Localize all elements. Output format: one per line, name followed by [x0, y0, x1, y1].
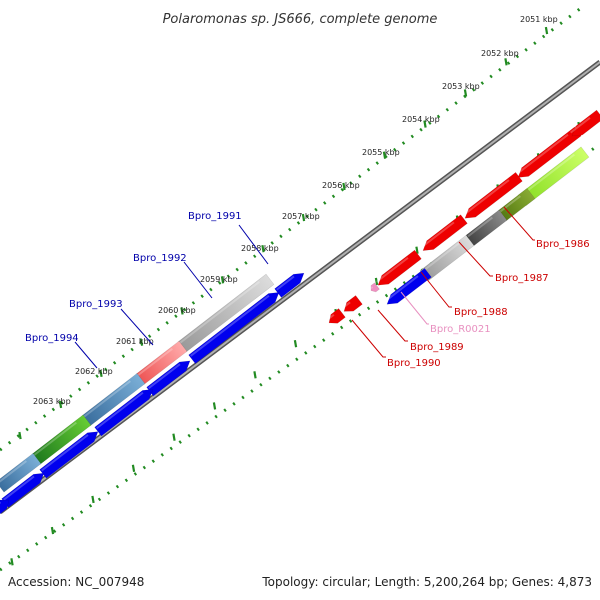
leader-line: [377, 309, 408, 342]
reverse-cds-bpro-1986b[interactable]: [569, 109, 600, 140]
tick-label: 2058 kbp: [241, 244, 279, 253]
reverse-cds-bpro-1989-a[interactable]: [375, 249, 422, 289]
outer-tick-ring: [0, 3, 586, 452]
tick-label: 2062 kbp: [75, 367, 113, 376]
forward-cds-5[interactable]: [39, 427, 102, 479]
tick-label: 2057 kbp: [282, 212, 320, 221]
tick-label: 2051 kbp: [520, 15, 558, 24]
tick-label: 2052 kbp: [481, 49, 519, 58]
tick-label: 2063 kbp: [33, 397, 71, 406]
leader-line: [120, 308, 154, 346]
major-tick: [99, 369, 103, 377]
rna-bpro-r0021[interactable]: [369, 282, 380, 294]
reverse-cds-blue-inner[interactable]: [384, 268, 432, 308]
major-tick: [544, 26, 549, 35]
genome-backbone-highlight: [0, 61, 600, 513]
major-tick: [293, 340, 298, 348]
major-tick: [50, 526, 55, 535]
major-tick: [253, 371, 257, 379]
major-tick: [172, 433, 176, 441]
major-tick: [504, 58, 508, 66]
forward-gene-labels: Bpro_1991 Bpro_1992 Bpro_1993 Bpro_1994: [25, 211, 269, 369]
accession-text: Accession: NC_007948: [8, 575, 144, 589]
inner-tick-ring: [0, 142, 600, 572]
reverse-cds-bpro-1987[interactable]: [462, 172, 523, 222]
major-tick: [301, 213, 306, 222]
gene-label-bpro-1993[interactable]: Bpro_1993: [69, 299, 123, 310]
forward-cds-bpro-1991[interactable]: [274, 269, 308, 298]
tick-label: 2059 kbp: [200, 275, 238, 284]
major-tick: [415, 246, 419, 254]
gene-label-bpro-1988[interactable]: Bpro_1988: [454, 307, 508, 318]
forward-cds-bpro-1993[interactable]: [146, 356, 194, 397]
major-tick: [10, 558, 14, 566]
major-tick: [342, 182, 346, 191]
major-tick: [131, 464, 136, 472]
leader-line: [238, 224, 269, 265]
leader-line: [183, 261, 213, 299]
tick-label: 2060 kbp: [158, 306, 196, 315]
gene-label-bpro-1990[interactable]: Bpro_1990: [387, 358, 441, 369]
tick-labels: 2051 kbp 2052 kbp 2053 kbp 2054 kbp 2055…: [33, 15, 558, 406]
forward-cds-bpro-1994[interactable]: [94, 385, 157, 437]
forward-cds-bpro-1992[interactable]: [188, 288, 283, 365]
gene-label-bpro-1987[interactable]: Bpro_1987: [495, 273, 549, 284]
forward-cds-7[interactable]: [0, 496, 12, 516]
major-tick: [91, 495, 95, 504]
tick-label: 2061 kbp: [116, 337, 154, 346]
leader-line: [74, 341, 98, 369]
tick-label: 2053 kbp: [442, 82, 480, 91]
major-tick: [58, 400, 63, 409]
reverse-cds-bpro-1988[interactable]: [420, 214, 468, 255]
leader-line: [400, 291, 429, 325]
reverse-gene-labels: Bpro_1986 Bpro_1987 Bpro_1988 Bpro_R0021…: [351, 206, 590, 369]
reverse-cds-small[interactable]: [326, 308, 346, 328]
gene-label-bpro-1986[interactable]: Bpro_1986: [536, 239, 590, 250]
map-title: Polaromonas sp. JS666, complete genome: [163, 12, 438, 27]
major-tick-marks: [10, 26, 581, 566]
gene-label-bpro-1994[interactable]: Bpro_1994: [25, 333, 79, 344]
reverse-cds-bpro-1990[interactable]: [341, 295, 363, 315]
tick-label: 2054 kbp: [402, 115, 440, 124]
leader-line: [420, 271, 452, 308]
major-tick: [180, 307, 184, 315]
major-tick: [423, 120, 427, 128]
major-tick: [382, 151, 387, 159]
major-tick: [463, 89, 468, 97]
feature-block-steel-2[interactable]: [0, 453, 42, 493]
major-tick: [18, 431, 22, 440]
major-tick: [261, 245, 265, 253]
major-tick: [212, 402, 217, 410]
leader-line: [503, 206, 535, 241]
gene-label-bpro-1991[interactable]: Bpro_1991: [188, 211, 242, 222]
tick-label: 2056 kbp: [322, 181, 360, 190]
tick-label: 2055 kbp: [362, 148, 400, 157]
summary-text: Topology: circular; Length: 5,200,264 bp…: [261, 575, 592, 589]
gene-label-bpro-r0021[interactable]: Bpro_R0021: [430, 324, 491, 335]
gene-label-bpro-1992[interactable]: Bpro_1992: [133, 253, 187, 264]
leader-line: [351, 319, 386, 358]
reverse-cds-bpro-1986[interactable]: [515, 126, 582, 182]
major-tick: [139, 338, 144, 346]
feature-track: [0, 109, 600, 516]
major-tick: [374, 277, 379, 286]
gene-label-bpro-1989[interactable]: Bpro_1989: [410, 342, 464, 353]
major-tick: [220, 276, 225, 284]
leader-line: [458, 241, 493, 277]
